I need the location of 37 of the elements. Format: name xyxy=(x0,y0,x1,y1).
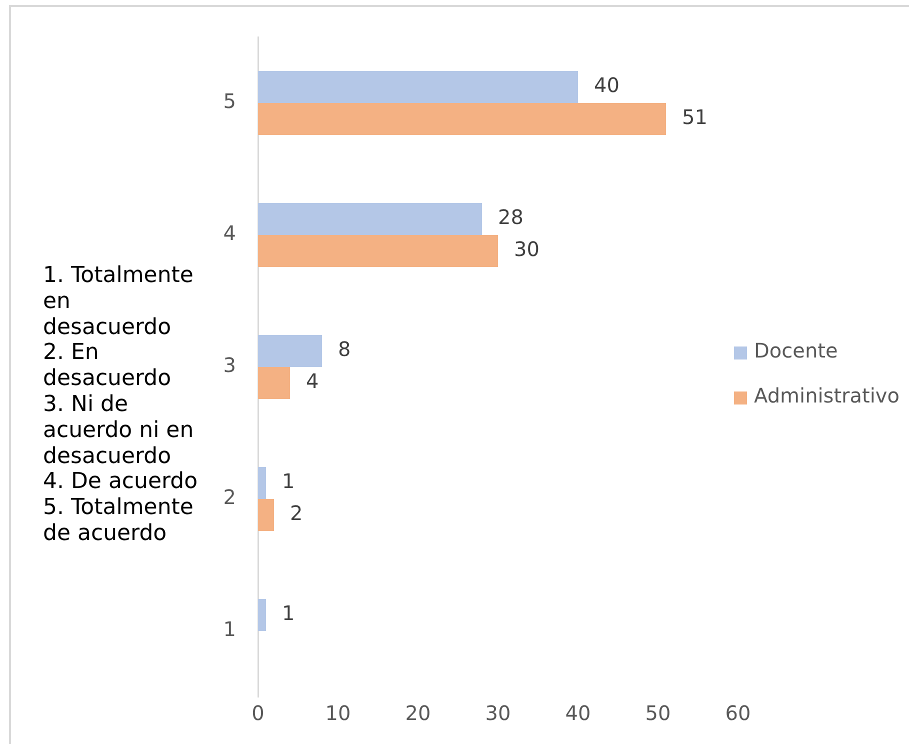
text: 5. Totalmente de acuerdo xyxy=(43,495,194,547)
data-label: 40 xyxy=(594,73,620,98)
text: 2. En desacuerdo xyxy=(43,340,172,392)
bar xyxy=(258,367,290,400)
bar xyxy=(258,466,266,499)
bar xyxy=(258,235,498,268)
legend-label: Administrativo xyxy=(754,384,900,408)
x-tick-label: 0 xyxy=(252,701,264,726)
y-tick-label: 4 xyxy=(223,221,236,246)
y-tick-label: 5 xyxy=(223,89,236,114)
data-label: 30 xyxy=(514,237,540,262)
data-label: 4 xyxy=(306,369,319,394)
y-tick-label: 1 xyxy=(223,617,236,642)
y-tick-label: 2 xyxy=(223,485,236,510)
legend-label: Docente xyxy=(754,338,838,363)
x-tick-label: 10 xyxy=(325,701,351,726)
x-tick-label: 50 xyxy=(645,701,671,726)
data-label: 2 xyxy=(290,501,303,526)
x-tick-label: 60 xyxy=(725,701,751,726)
bar xyxy=(258,598,266,631)
bar xyxy=(258,70,578,103)
text: 3. Ni de acuerdo ni en desacuerdo xyxy=(43,392,195,470)
y-tick-label: 3 xyxy=(223,353,236,378)
x-tick-label: 40 xyxy=(565,701,591,726)
data-label: 8 xyxy=(338,337,351,362)
data-label: 51 xyxy=(682,105,708,130)
text: 1. Totalmente en desacuerdo xyxy=(43,263,194,340)
x-tick-label: 30 xyxy=(485,701,511,726)
bar xyxy=(258,499,274,532)
bar xyxy=(258,103,666,136)
x-tick-label: 20 xyxy=(405,701,431,726)
data-label: 1 xyxy=(282,469,295,494)
data-label: 1 xyxy=(282,601,295,626)
text: 4. De acuerdo xyxy=(43,469,199,496)
bar xyxy=(258,334,322,367)
data-label: 28 xyxy=(498,205,524,230)
bar xyxy=(258,202,482,235)
